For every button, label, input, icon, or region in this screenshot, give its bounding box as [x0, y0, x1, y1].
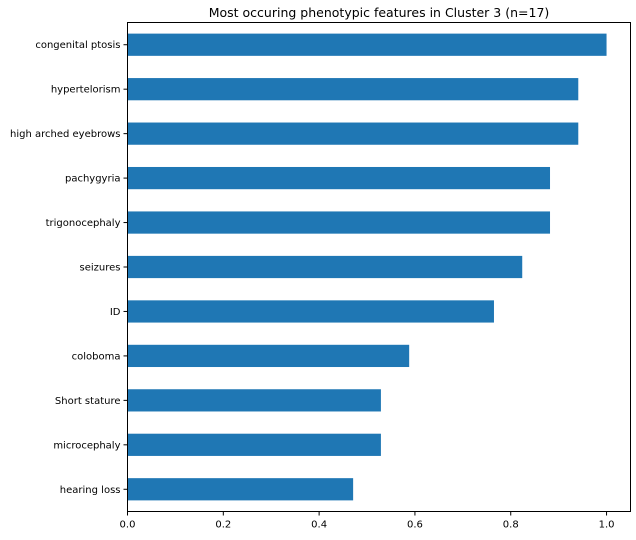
x-tick-label: 0.8 [503, 520, 519, 531]
bar-congenital-ptosis [127, 33, 607, 56]
y-tick-label: hypertelorism [51, 85, 121, 96]
x-tick-label: 0.0 [120, 520, 136, 531]
x-tick-label: 0.6 [407, 520, 423, 531]
bar-microcephaly [127, 433, 381, 456]
y-tick-label: pachygyria [65, 174, 121, 185]
y-tick-label: high arched eyebrows [10, 129, 120, 140]
y-tick-label: coloboma [72, 351, 121, 362]
y-tick-label: microcephaly [53, 440, 120, 451]
bar-high-arched-eyebrows [127, 122, 579, 145]
bar-hearing-loss [127, 478, 354, 501]
x-tick-label: 0.4 [311, 520, 327, 531]
bars-group [127, 33, 607, 501]
bar-hypertelorism [127, 78, 579, 101]
bar-pachygyria [127, 166, 551, 190]
y-tick-label: seizures [80, 263, 121, 274]
y-tick-label: congenital ptosis [35, 40, 120, 51]
bar-id [127, 300, 494, 323]
y-tick-label: hearing loss [60, 485, 121, 496]
bar-seizures [127, 255, 523, 279]
y-axis: congenital ptosis hypertelorism high arche… [10, 40, 128, 496]
x-axis: 0.0 0.2 0.4 0.6 0.8 1.0 [120, 511, 615, 531]
y-tick-label: Short stature [55, 396, 121, 407]
x-tick-label: 0.2 [215, 520, 231, 531]
bar-coloboma [127, 344, 410, 368]
chart-title: Most occuring phenotypic features in Clu… [209, 5, 550, 20]
bar-trigonocephaly [127, 211, 551, 234]
x-tick-label: 1.0 [599, 520, 615, 531]
y-tick-label: ID [110, 307, 121, 318]
y-tick-label: trigonocephaly [46, 218, 121, 229]
plot-frame [127, 22, 631, 512]
bar-short-stature [127, 389, 381, 412]
